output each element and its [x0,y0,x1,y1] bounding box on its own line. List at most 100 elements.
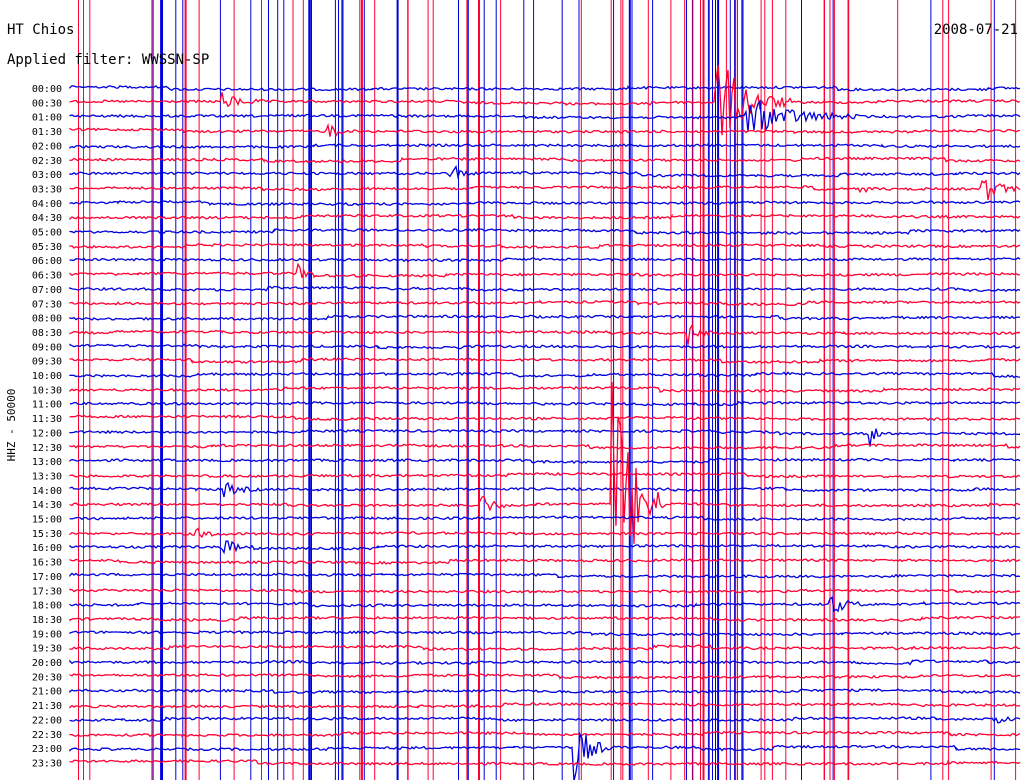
trace-2030 [69,673,1021,680]
time-label: 00:00 [32,84,62,95]
time-label: 02:00 [32,141,62,152]
time-label: 14:00 [32,486,62,497]
trace-1700 [69,572,1021,579]
time-label: 06:30 [32,271,62,282]
time-label: 07:00 [32,285,62,296]
trace-0630 [69,262,1021,279]
time-label: 21:00 [32,687,62,698]
trace-1000 [69,371,1021,379]
time-label: 22:30 [32,730,62,741]
trace-0200 [69,142,1021,150]
date-label: 2008-07-21 [933,22,1018,38]
time-label: 16:30 [32,558,62,569]
time-label: 19:30 [32,644,62,655]
trace-1500 [69,515,1021,522]
time-label: 19:00 [32,629,62,640]
trace-2300 [69,731,1021,780]
time-label: 04:30 [32,213,62,224]
trace-1900 [69,630,1021,637]
time-label: 00:30 [32,98,62,109]
time-label: 07:30 [32,299,62,310]
time-label: 10:00 [32,371,62,382]
time-label: 21:30 [32,701,62,712]
trace-0830 [69,323,1021,345]
time-label: 17:00 [32,572,62,583]
y-axis-label: HHZ - 50000 [5,389,18,462]
time-label: 02:30 [32,156,62,167]
trace-0330 [69,179,1021,201]
time-label: 04:00 [32,199,62,210]
trace-0900 [69,343,1021,350]
trace-0700 [69,285,1021,293]
trace-0500 [69,228,1021,235]
trace-1600 [69,540,1021,555]
trace-1230 [69,443,1021,450]
trace-2230 [69,730,1021,738]
time-label: 16:00 [32,543,62,554]
trace-2100 [69,688,1021,695]
trace-1200 [69,428,1020,447]
trace-1730 [69,588,1021,594]
trace-2130 [69,702,1021,709]
time-label: 05:00 [32,228,62,239]
station-name: HT Chios [7,22,77,38]
trace-1330 [69,471,1021,479]
time-label: 10:30 [32,385,62,396]
time-label: 09:00 [32,342,62,353]
time-label: 22:00 [32,715,62,726]
time-label: 11:30 [32,414,62,425]
trace-1830 [69,615,1021,622]
time-label: 20:30 [32,672,62,683]
trace-0130 [69,122,1021,138]
time-label: 06:00 [32,256,62,267]
time-label: 13:00 [32,457,62,468]
time-label: 13:30 [32,471,62,482]
trace-0530 [69,242,1021,249]
time-label: 01:30 [32,127,62,138]
time-label: 23:00 [32,744,62,755]
trace-1630 [69,558,1021,565]
time-label: 12:30 [32,443,62,454]
time-label: 03:30 [32,184,62,195]
trace-1030 [69,385,1021,393]
time-label: 18:30 [32,615,62,626]
time-label: 11:00 [32,400,62,411]
filter-label: Applied filter: WWSSN-SP [7,52,210,68]
trace-2200 [69,715,1021,724]
trace-1400 [69,481,1021,498]
time-label: 01:00 [32,113,62,124]
trace-0230 [69,156,1021,164]
time-label: 05:30 [32,242,62,253]
time-label: 23:30 [32,758,62,769]
trace-1800 [69,596,1021,613]
time-axis: 00:00 00:30 01:00 01:30 02:00 02:30 03:00 03:30… [32,84,62,769]
time-label: 15:00 [32,515,62,526]
trace-0400 [69,199,1021,207]
trace-0800 [69,314,1021,321]
time-label: 15:30 [32,529,62,540]
trace-1100 [70,400,1021,407]
time-label: 08:00 [32,314,62,325]
trace-0030 [69,65,1021,136]
trace-1930 [69,644,1020,652]
trace-0730 [69,299,1021,307]
trace-0430 [69,213,1021,221]
trace-0300 [69,165,1021,180]
time-label: 18:00 [32,601,62,612]
time-label: 17:30 [32,586,62,597]
trace-1430 [69,382,1021,544]
time-label: 12:00 [32,428,62,439]
trace-2000 [69,658,1020,666]
trace-rows [69,65,1021,780]
trace-0600 [69,256,1021,263]
time-label: 03:00 [32,170,62,181]
trace-0930 [69,357,1021,365]
trace-0000 [69,84,1021,92]
time-label: 08:30 [32,328,62,339]
time-label: 09:30 [32,357,62,368]
trace-1530 [69,527,1021,539]
trace-0100 [69,99,1021,132]
trace-2330 [69,759,1021,766]
trace-1300 [69,457,1021,465]
